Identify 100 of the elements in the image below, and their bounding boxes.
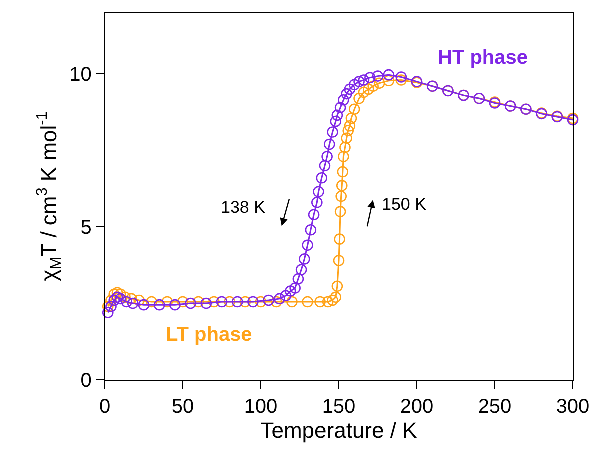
point — [319, 160, 331, 172]
point — [102, 307, 114, 318]
point — [106, 300, 117, 312]
point — [170, 299, 181, 311]
point — [322, 296, 334, 308]
point — [154, 299, 166, 311]
point — [177, 296, 189, 308]
point — [354, 76, 365, 88]
point — [286, 296, 298, 308]
annotation: 138 K — [221, 198, 266, 217]
y-tick-label: 0 — [80, 370, 92, 392]
point — [255, 296, 267, 308]
point — [305, 224, 317, 236]
x-tick-label: 300 — [556, 396, 590, 418]
y-tick-label: 10 — [70, 64, 92, 86]
point — [302, 296, 314, 308]
point — [396, 74, 408, 86]
point — [284, 286, 296, 297]
point — [316, 172, 328, 184]
point — [126, 293, 138, 305]
point — [121, 296, 132, 308]
point — [338, 151, 350, 162]
point — [270, 296, 282, 308]
annotation: 150 K — [382, 195, 428, 214]
point — [224, 296, 236, 308]
y-tick-label: 5 — [80, 217, 92, 240]
point — [337, 166, 349, 178]
point — [292, 273, 304, 285]
point — [336, 180, 348, 192]
point — [396, 72, 408, 83]
point — [138, 299, 150, 311]
point — [240, 296, 252, 308]
point — [354, 92, 365, 104]
point — [358, 74, 370, 86]
point — [127, 298, 139, 310]
x-tick-label: 150 — [322, 396, 356, 418]
point — [314, 296, 326, 308]
x-axis-title: Temperature / K — [260, 418, 418, 444]
point — [146, 296, 158, 308]
point — [383, 69, 395, 81]
point — [263, 294, 274, 306]
annotation: HT phase — [438, 47, 528, 69]
point — [232, 296, 244, 308]
point — [348, 104, 360, 115]
x-tick-label: 250 — [478, 396, 512, 418]
point — [334, 234, 346, 245]
x-tick-label: 50 — [172, 396, 194, 418]
point — [362, 84, 374, 96]
point — [192, 296, 204, 308]
point — [108, 294, 120, 306]
annotation: LT phase — [166, 324, 252, 346]
point — [344, 84, 356, 96]
point — [312, 196, 323, 208]
point — [302, 240, 314, 252]
point — [102, 300, 114, 312]
point — [322, 151, 333, 162]
point — [299, 254, 310, 265]
point — [324, 138, 336, 150]
point — [330, 292, 342, 304]
point — [334, 206, 346, 218]
point — [185, 298, 196, 310]
point — [333, 255, 345, 266]
point — [327, 126, 338, 138]
point — [372, 70, 384, 82]
point — [290, 282, 301, 294]
x-tick-label: 0 — [99, 396, 111, 418]
point — [364, 72, 376, 84]
point — [162, 296, 174, 308]
point — [108, 288, 120, 300]
point — [344, 120, 356, 132]
point — [327, 294, 338, 306]
point — [330, 116, 342, 128]
x-tick-label: 200 — [400, 396, 434, 418]
point — [338, 94, 350, 106]
point — [374, 78, 386, 89]
point — [274, 293, 286, 305]
point — [112, 292, 124, 304]
point — [296, 264, 308, 276]
point — [114, 293, 126, 305]
point — [313, 186, 324, 198]
point — [383, 75, 395, 87]
point — [200, 298, 212, 310]
point — [341, 88, 352, 100]
point — [332, 110, 344, 122]
point — [134, 294, 145, 306]
point — [208, 296, 220, 308]
point — [346, 112, 358, 124]
point — [340, 142, 351, 154]
point — [248, 296, 259, 308]
point — [341, 132, 352, 144]
point — [308, 209, 320, 220]
point — [332, 280, 344, 292]
point — [358, 86, 370, 98]
point — [280, 290, 292, 302]
x-tick-label: 100 — [244, 396, 278, 418]
point — [216, 296, 228, 308]
point — [348, 79, 360, 91]
point — [368, 80, 379, 92]
point — [112, 287, 124, 298]
point — [334, 102, 346, 114]
